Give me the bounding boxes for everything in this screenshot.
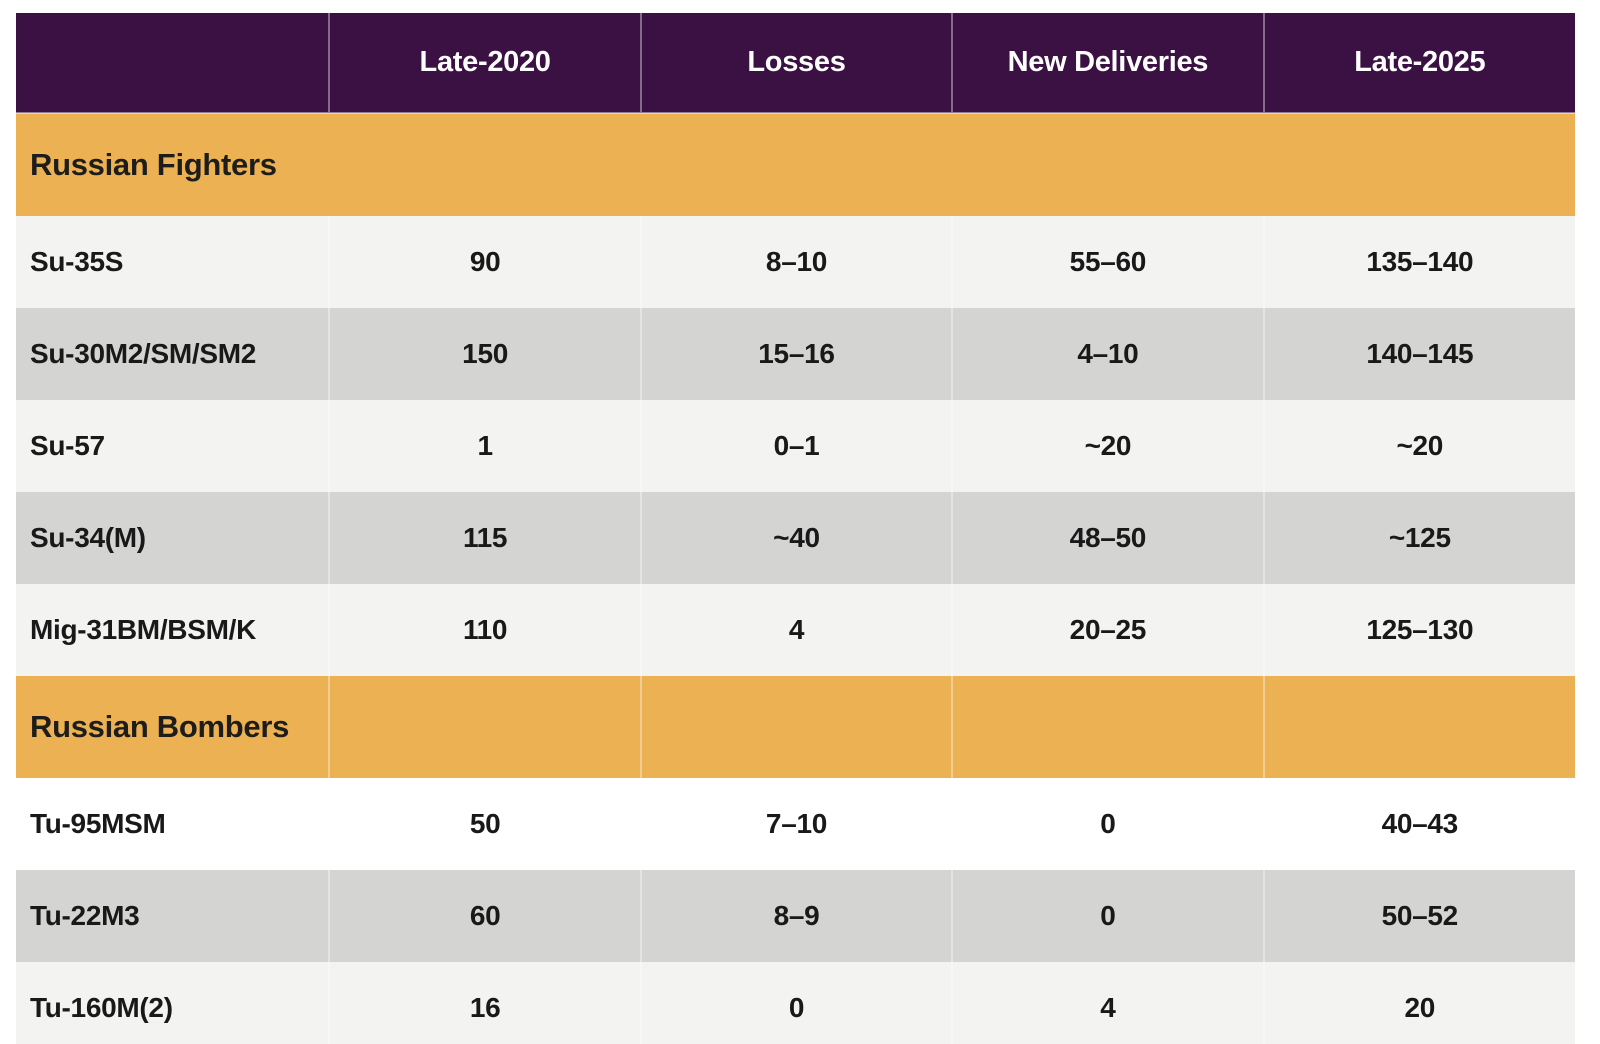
cell-losses: 8–9	[639, 870, 953, 962]
cell-losses: 0	[639, 962, 953, 1044]
cell-late-2020: 50	[328, 778, 641, 870]
row-label: Tu-95MSM	[16, 778, 330, 870]
row-label: Su-35S	[16, 216, 330, 308]
header-cell-new-deliveries: New Deliveries	[951, 13, 1264, 114]
table-row-su-30: Su-30M2/SM/SM2 150 15–16 4–10 140–145	[16, 308, 1575, 400]
cell-late-2025: 40–43	[1262, 778, 1575, 870]
header-cell-empty	[16, 13, 330, 114]
cell-late-2020: 115	[328, 492, 641, 584]
section-title: Russian Fighters	[16, 113, 1575, 216]
cell-losses: 0–1	[639, 400, 953, 492]
cell-late-2025: 50–52	[1262, 870, 1575, 962]
section-empty-cell	[1262, 676, 1575, 778]
header-cell-late-2020: Late-2020	[328, 13, 641, 114]
section-title: Russian Bombers	[16, 676, 330, 778]
cell-late-2020: 150	[328, 308, 641, 400]
cell-losses: 4	[639, 584, 953, 676]
table-row-tu-95msm: Tu-95MSM 50 7–10 0 40–43	[16, 778, 1575, 870]
section-empty-cell	[639, 676, 953, 778]
header-row: Late-2020 Losses New Deliveries Late-202…	[16, 13, 1575, 114]
cell-losses: ~40	[639, 492, 953, 584]
table-row-mig-31: Mig-31BM/BSM/K 110 4 20–25 125–130	[16, 584, 1575, 676]
aircraft-fleet-table: Late-2020 Losses New Deliveries Late-202…	[16, 13, 1575, 1044]
cell-late-2020: 16	[328, 962, 641, 1044]
cell-late-2025: 135–140	[1262, 216, 1575, 308]
cell-new-deliveries: 0	[951, 778, 1264, 870]
cell-new-deliveries: 4–10	[951, 308, 1264, 400]
cell-new-deliveries: 55–60	[951, 216, 1264, 308]
row-label: Su-57	[16, 400, 330, 492]
cell-late-2020: 90	[328, 216, 641, 308]
cell-late-2025: 125–130	[1262, 584, 1575, 676]
header-cell-losses: Losses	[639, 13, 953, 114]
cell-losses: 15–16	[639, 308, 953, 400]
cell-losses: 7–10	[639, 778, 953, 870]
section-empty-cell	[951, 676, 1264, 778]
row-label: Tu-22M3	[16, 870, 330, 962]
cell-late-2020: 110	[328, 584, 641, 676]
row-label: Su-34(M)	[16, 492, 330, 584]
table-row-tu-22m3: Tu-22M3 60 8–9 0 50–52	[16, 870, 1575, 962]
header-cell-late-2025: Late-2025	[1262, 13, 1575, 114]
cell-late-2025: 20	[1262, 962, 1575, 1044]
cell-new-deliveries: ~20	[951, 400, 1264, 492]
row-label: Tu-160M(2)	[16, 962, 330, 1044]
section-row-russian-bombers: Russian Bombers	[16, 676, 1575, 778]
cell-late-2025: ~125	[1262, 492, 1575, 584]
section-empty-cell	[328, 676, 641, 778]
cell-new-deliveries: 4	[951, 962, 1264, 1044]
cell-new-deliveries: 48–50	[951, 492, 1264, 584]
table-row-tu-160m2: Tu-160M(2) 16 0 4 20	[16, 962, 1575, 1044]
row-label: Mig-31BM/BSM/K	[16, 584, 330, 676]
table-row-su-57: Su-57 1 0–1 ~20 ~20	[16, 400, 1575, 492]
cell-late-2020: 60	[328, 870, 641, 962]
cell-new-deliveries: 0	[951, 870, 1264, 962]
table-row-su-34: Su-34(M) 115 ~40 48–50 ~125	[16, 492, 1575, 584]
cell-late-2020: 1	[328, 400, 641, 492]
cell-new-deliveries: 20–25	[951, 584, 1264, 676]
cell-losses: 8–10	[639, 216, 953, 308]
table-row-su-35s: Su-35S 90 8–10 55–60 135–140	[16, 216, 1575, 308]
cell-late-2025: 140–145	[1262, 308, 1575, 400]
cell-late-2025: ~20	[1262, 400, 1575, 492]
section-row-russian-fighters: Russian Fighters	[16, 113, 1575, 216]
row-label: Su-30M2/SM/SM2	[16, 308, 330, 400]
